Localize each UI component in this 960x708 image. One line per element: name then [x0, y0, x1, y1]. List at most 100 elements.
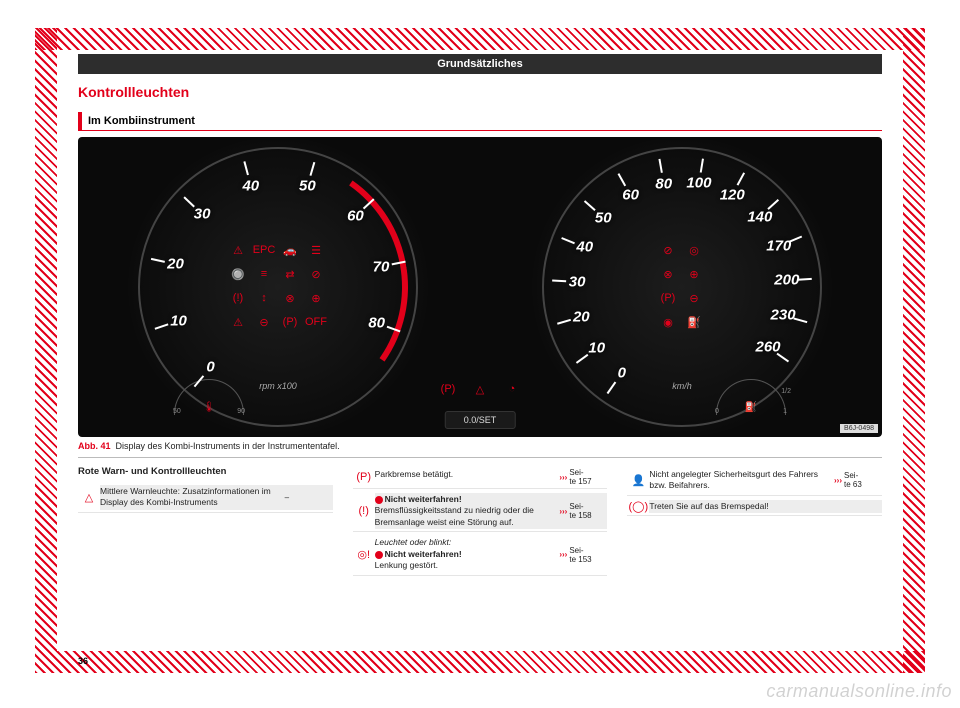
red-accent-bar [78, 112, 82, 130]
trip-reset-label: 0.0/SET [445, 411, 516, 429]
gauge-number: 120 [720, 186, 745, 203]
gauge-number: 80 [368, 314, 385, 331]
warning-icon: ⊗ [659, 266, 677, 282]
gauge-number: 30 [194, 206, 211, 223]
row-text: Leuchtet oder blinkt:Nicht weiterfahren!… [375, 536, 560, 572]
gauge-number: 140 [747, 208, 772, 225]
speedometer-gauge: ⊘◎⊗⊕(P)⊖◉⛽ km/h 0 1/2 1 ⛽ 01020304050608… [532, 137, 832, 437]
row-icon: (P) [353, 468, 375, 486]
col1-entries: △Mittlere Warnleuchte: Zusatzinformation… [78, 483, 333, 513]
gauge-number: 20 [167, 256, 184, 273]
gauge-number: 60 [622, 187, 639, 204]
row-icon: (!) [353, 493, 375, 529]
temp-icon: 🌡 [203, 402, 216, 413]
table-col-3: 👤Nicht angelegter Sicherheitsgurt des Fa… [627, 466, 882, 578]
row-ref: ›››Sei-te 158 [559, 493, 607, 529]
warning-icon: △ [471, 381, 489, 397]
table-row: 👤Nicht angelegter Sicherheitsgurt des Fa… [627, 466, 882, 496]
figure-caption: Abb. 41 Display des Kombi-Instruments in… [78, 437, 882, 458]
warning-icon: ◔ [503, 381, 521, 397]
warning-icon: ↕ [255, 290, 273, 306]
warning-icon: ⇄ [281, 266, 299, 282]
gauge-number: 40 [242, 177, 259, 194]
warning-icon: ≡ [255, 266, 273, 282]
row-ref [834, 500, 882, 513]
warning-icon: ⚠ [229, 314, 247, 330]
tachometer-gauge: ⚠EPC🚗☰🔘≡⇄⊘(!)↕⊗⊕⚠⊖(P)OFF rpm x100 50 90 … [128, 137, 428, 437]
gauge-center-icons: ⚠EPC🚗☰🔘≡⇄⊘(!)↕⊗⊕⚠⊖(P)OFF [229, 242, 327, 332]
mini-label-low: 0 [715, 408, 719, 415]
row-icon: △ [78, 485, 100, 510]
warning-icon: ⊕ [685, 266, 703, 282]
warning-icon: ⚠ [229, 242, 247, 258]
center-warning-icons: (P)△◔ [439, 381, 521, 397]
gauge-number: 10 [170, 312, 187, 329]
gauge-number: 200 [774, 272, 799, 289]
warning-icon: (!) [229, 290, 247, 306]
gauge-number: 0 [618, 365, 626, 382]
gauge-unit: km/h [672, 381, 692, 391]
row-ref: – [285, 485, 333, 510]
table-col-1: Rote Warn- und Kontrollleuchten △Mittler… [78, 466, 333, 578]
mini-label-high: 1 [783, 408, 787, 415]
warning-icon: ⊖ [685, 290, 703, 306]
row-icon: ◎! [353, 536, 375, 572]
gauge-number: 10 [588, 340, 605, 357]
table-row: △Mittlere Warnleuchte: Zusatzinformation… [78, 483, 333, 513]
row-text: Nicht weiterfahren!Bremsflüssigkeitsstan… [375, 493, 560, 529]
mini-label-low: 50 [173, 408, 181, 415]
warning-icon: ⊕ [307, 290, 325, 306]
table-row: (◯)Treten Sie auf das Bremspedal! [627, 498, 882, 516]
gauge-number: 20 [573, 308, 590, 325]
chapter-band: Grundsätzliches [78, 54, 882, 74]
warning-icon: ☰ [307, 242, 325, 258]
figure-caption-text: Display des Kombi-Instruments in der Ins… [116, 441, 340, 451]
row-icon: (◯) [627, 500, 649, 513]
gauge-number: 60 [347, 208, 364, 225]
page-border-top [35, 28, 925, 50]
row-ref: ›››Sei-te 153 [559, 536, 607, 572]
table-row: ◎!Leuchtet oder blinkt:Nicht weiterfahre… [353, 534, 608, 575]
figure-number: Abb. 41 [78, 441, 111, 451]
gauge-number: 50 [595, 209, 612, 226]
warning-icon: 🔘 [229, 266, 247, 282]
gauge-number: 30 [569, 273, 586, 290]
warning-icon: (P) [659, 290, 677, 306]
gauge-number: 230 [771, 307, 796, 324]
table-row: (!)Nicht weiterfahren!Bremsflüssigkeitss… [353, 491, 608, 532]
gauge-center-icons: ⊘ ◎ ⊗ ⊕ (P) ⊖ ◉ ⛽ [659, 242, 705, 332]
gauge-number: 0 [206, 359, 214, 376]
page-content: Grundsätzliches Kontrollleuchten Im Komb… [78, 54, 882, 664]
warning-icon: ⊗ [281, 290, 299, 306]
gauge-number: 70 [373, 258, 390, 275]
mini-label-mid: 1/2 [781, 388, 791, 395]
warning-icon: ⊘ [659, 242, 677, 258]
subsection-title: Im Kombiinstrument [88, 115, 195, 130]
fuel-icon: ⛽ [745, 402, 757, 413]
warning-icon: ⊘ [307, 266, 325, 282]
table-row: (P)Parkbremse betätigt.›››Sei-te 157 [353, 466, 608, 489]
warning-icon: 🚗 [281, 242, 299, 258]
warning-icon: ⊖ [255, 314, 273, 330]
row-icon: 👤 [627, 468, 649, 493]
warning-icon: ⛽ [685, 314, 703, 330]
row-ref: ›››Sei-te 63 [834, 468, 882, 493]
section-title: Kontrollleuchten [78, 84, 882, 100]
gauge-number: 50 [299, 178, 316, 195]
warning-icon: EPC [255, 242, 273, 258]
row-text: Mittlere Warnleuchte: Zusatzinformatione… [100, 485, 285, 510]
warning-icon: ◉ [659, 314, 677, 330]
row-text: Parkbremse betätigt. [375, 468, 560, 486]
warning-icon: ◎ [685, 242, 703, 258]
row-text: Nicht angelegter Sicherheitsgurt des Fah… [649, 468, 834, 493]
page-border-right [903, 28, 925, 673]
table-col-2: (P)Parkbremse betätigt.›››Sei-te 157(!)N… [353, 466, 608, 578]
gauge-unit: rpm x100 [259, 381, 297, 391]
page-number: 36 [78, 656, 88, 666]
dashboard-figure: ⚠EPC🚗☰🔘≡⇄⊘(!)↕⊗⊕⚠⊖(P)OFF rpm x100 50 90 … [78, 137, 882, 437]
page-border-left [35, 28, 57, 673]
warning-icon: (P) [281, 314, 299, 330]
watermark: carmanualsonline.info [766, 681, 952, 702]
mini-label-high: 90 [237, 408, 245, 415]
figure-code: B6J-0498 [840, 424, 878, 433]
